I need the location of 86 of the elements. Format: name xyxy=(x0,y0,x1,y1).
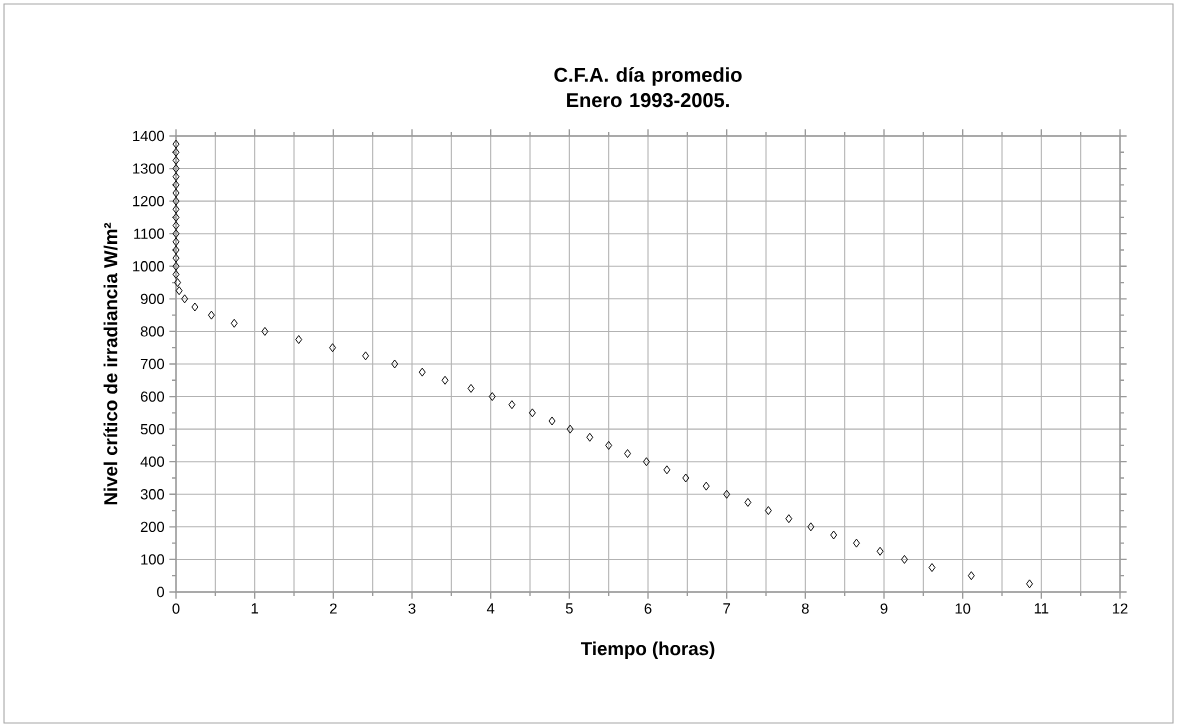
y-tick-label: 400 xyxy=(140,456,165,467)
point xyxy=(172,172,180,182)
y-axis-title: Nivel crítico de irradiancia W/m² xyxy=(103,222,118,505)
point xyxy=(172,164,180,174)
x-tick-label: 2 xyxy=(330,603,337,614)
point xyxy=(329,343,337,353)
point xyxy=(391,359,399,369)
point xyxy=(508,400,516,410)
point xyxy=(261,326,269,336)
point xyxy=(172,245,180,255)
point xyxy=(807,522,815,532)
point xyxy=(172,221,180,231)
point xyxy=(172,261,180,271)
point xyxy=(172,253,180,263)
point xyxy=(172,147,180,157)
point xyxy=(362,351,370,361)
point xyxy=(467,383,475,393)
point xyxy=(764,506,772,516)
point xyxy=(172,269,180,279)
point xyxy=(528,408,536,418)
x-tick-label: 12 xyxy=(1112,603,1128,614)
y-tick-label: 1000 xyxy=(133,261,165,272)
y-tick-label: 500 xyxy=(140,423,165,435)
x-tick-label: 0 xyxy=(172,603,180,614)
point xyxy=(900,554,908,564)
point xyxy=(230,318,238,328)
point xyxy=(172,212,180,222)
point xyxy=(723,489,731,499)
y-tick-label: 100 xyxy=(141,554,165,565)
point xyxy=(441,375,449,385)
point xyxy=(191,302,199,312)
point xyxy=(876,546,884,556)
point xyxy=(1026,579,1034,589)
point xyxy=(702,481,710,491)
point xyxy=(682,473,690,483)
point xyxy=(624,449,632,459)
point xyxy=(172,229,180,239)
y-tick-label: 300 xyxy=(140,489,165,500)
point xyxy=(967,571,975,581)
point xyxy=(172,204,180,214)
point xyxy=(172,237,180,247)
y-tick-label: 1300 xyxy=(133,163,165,174)
point xyxy=(181,294,189,304)
x-tick-label: 3 xyxy=(408,603,416,614)
x-tick-label: 11 xyxy=(1034,603,1049,614)
x-tick-label: 4 xyxy=(486,603,495,614)
point xyxy=(785,514,793,524)
point xyxy=(663,465,671,475)
point xyxy=(488,392,496,402)
point xyxy=(172,180,180,190)
point xyxy=(566,424,574,434)
point xyxy=(744,497,752,507)
y-tick-label: 800 xyxy=(140,326,165,337)
y-tick-label: 1100 xyxy=(134,228,165,239)
x-tick-label: 6 xyxy=(644,603,652,614)
point xyxy=(295,335,303,345)
point xyxy=(172,196,180,206)
point xyxy=(830,530,838,540)
x-axis-title: Tiempo (horas) xyxy=(580,641,715,659)
point xyxy=(172,188,180,198)
x-tick-label: 8 xyxy=(801,603,809,614)
y-tick-label: 1200 xyxy=(133,195,165,207)
point xyxy=(548,416,556,426)
y-tick-label: 600 xyxy=(140,391,165,402)
y-tick-label: 1400 xyxy=(133,130,165,142)
point xyxy=(586,432,594,442)
y-tick-label: 900 xyxy=(140,293,165,305)
point xyxy=(418,367,426,377)
chart-title: C.F.A. día promedio Enero 1993-2005. xyxy=(554,67,742,108)
point xyxy=(642,457,650,467)
x-tick-label: 7 xyxy=(723,603,731,614)
x-tick-label: 5 xyxy=(565,603,573,614)
x-tick-label: 10 xyxy=(955,603,971,614)
point xyxy=(853,538,860,548)
point xyxy=(207,310,215,320)
point xyxy=(928,563,936,573)
point xyxy=(174,278,182,288)
x-tick-label: 1 xyxy=(251,603,259,614)
y-tick-label: 700 xyxy=(140,358,165,370)
y-tick-label: 0 xyxy=(157,586,165,598)
x-tick-label: 9 xyxy=(880,603,888,614)
point xyxy=(175,286,183,296)
y-tick-label: 200 xyxy=(140,521,165,533)
point xyxy=(605,440,613,450)
point xyxy=(172,155,180,165)
point xyxy=(172,139,180,149)
